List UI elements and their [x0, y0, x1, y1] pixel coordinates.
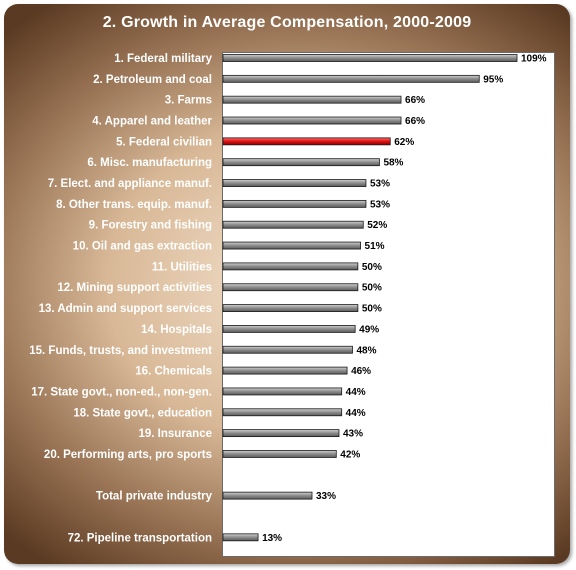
value-label: 62% [394, 137, 414, 148]
value-label: 53% [370, 199, 390, 210]
category-label: 12. Mining support activities [57, 282, 212, 294]
bar [222, 429, 340, 438]
category-label: 1. Federal military [114, 53, 212, 65]
chart-frame: 2. Growth in Average Compensation, 2000-… [4, 4, 570, 564]
category-label: 3. Farms [165, 95, 212, 107]
category-label: 4. Apparel and leather [92, 116, 212, 128]
bar [222, 387, 343, 396]
value-label: 58% [383, 158, 403, 169]
category-label: 10. Oil and gas extraction [73, 241, 212, 253]
category-label: 18. State govt., education [73, 407, 212, 419]
value-label: 33% [316, 491, 336, 502]
category-label: 15. Funds, trusts, and investment [29, 345, 212, 357]
bar [222, 179, 367, 187]
bar [222, 95, 402, 104]
value-label: 50% [362, 283, 382, 294]
category-label: 6. Misc. manufacturing [87, 157, 212, 169]
category-label: 5. Federal civilian [116, 136, 212, 148]
category-label: 72. Pipeline transportation [68, 532, 212, 544]
category-label: 9. Forestry and fishing [89, 220, 212, 232]
category-label: 16. Chemicals [135, 366, 212, 378]
value-label: 13% [262, 533, 282, 544]
value-label: 109% [521, 54, 547, 65]
bar [222, 262, 359, 271]
bar [222, 241, 361, 250]
bar [222, 366, 348, 375]
value-label: 50% [362, 304, 382, 315]
value-label: 49% [359, 324, 379, 335]
bar [222, 345, 353, 354]
value-label: 52% [367, 220, 387, 231]
value-label: 48% [356, 345, 376, 356]
value-label: 44% [346, 408, 366, 419]
category-label: 2. Petroleum and coal [93, 74, 212, 86]
value-label: 44% [346, 387, 366, 398]
bar [222, 74, 480, 83]
bar [222, 533, 259, 542]
value-label: 42% [340, 449, 360, 460]
value-label: 51% [365, 241, 385, 252]
value-label: 50% [362, 262, 382, 273]
chart-title: 2. Growth in Average Compensation, 2000-… [102, 14, 472, 31]
bar [222, 450, 337, 458]
category-label: 20. Performing arts, pro sports [44, 449, 212, 461]
category-label: 8. Other trans. equip. manuf. [56, 199, 212, 211]
bar [222, 304, 359, 312]
category-label: 17. State govt., non-ed., non-gen. [31, 386, 212, 398]
bar-highlighted [222, 137, 391, 146]
bar [222, 283, 359, 292]
bar-chart: 1. Federal military 109% 2. Petroleum and … [29, 53, 547, 544]
category-label: 14. Hospitals [141, 324, 212, 336]
value-label: 66% [405, 95, 425, 106]
bar [222, 491, 313, 500]
bar [222, 408, 343, 417]
bar [222, 220, 364, 229]
value-label: 43% [343, 429, 363, 440]
value-label: 95% [483, 74, 503, 85]
bar [222, 54, 518, 62]
value-label: 53% [370, 179, 390, 190]
bar [222, 116, 402, 125]
category-label: 19. Insurance [138, 428, 212, 440]
bar [222, 199, 367, 208]
value-label: 66% [405, 116, 425, 127]
category-label: 11. Utilities [152, 261, 212, 273]
category-label: 13. Admin and support services [39, 303, 212, 315]
bar [222, 325, 356, 333]
value-label: 46% [351, 366, 371, 377]
category-label: 7. Elect. and appliance manuf. [48, 178, 212, 190]
bar [222, 158, 380, 167]
category-label: Total private industry [96, 491, 213, 503]
